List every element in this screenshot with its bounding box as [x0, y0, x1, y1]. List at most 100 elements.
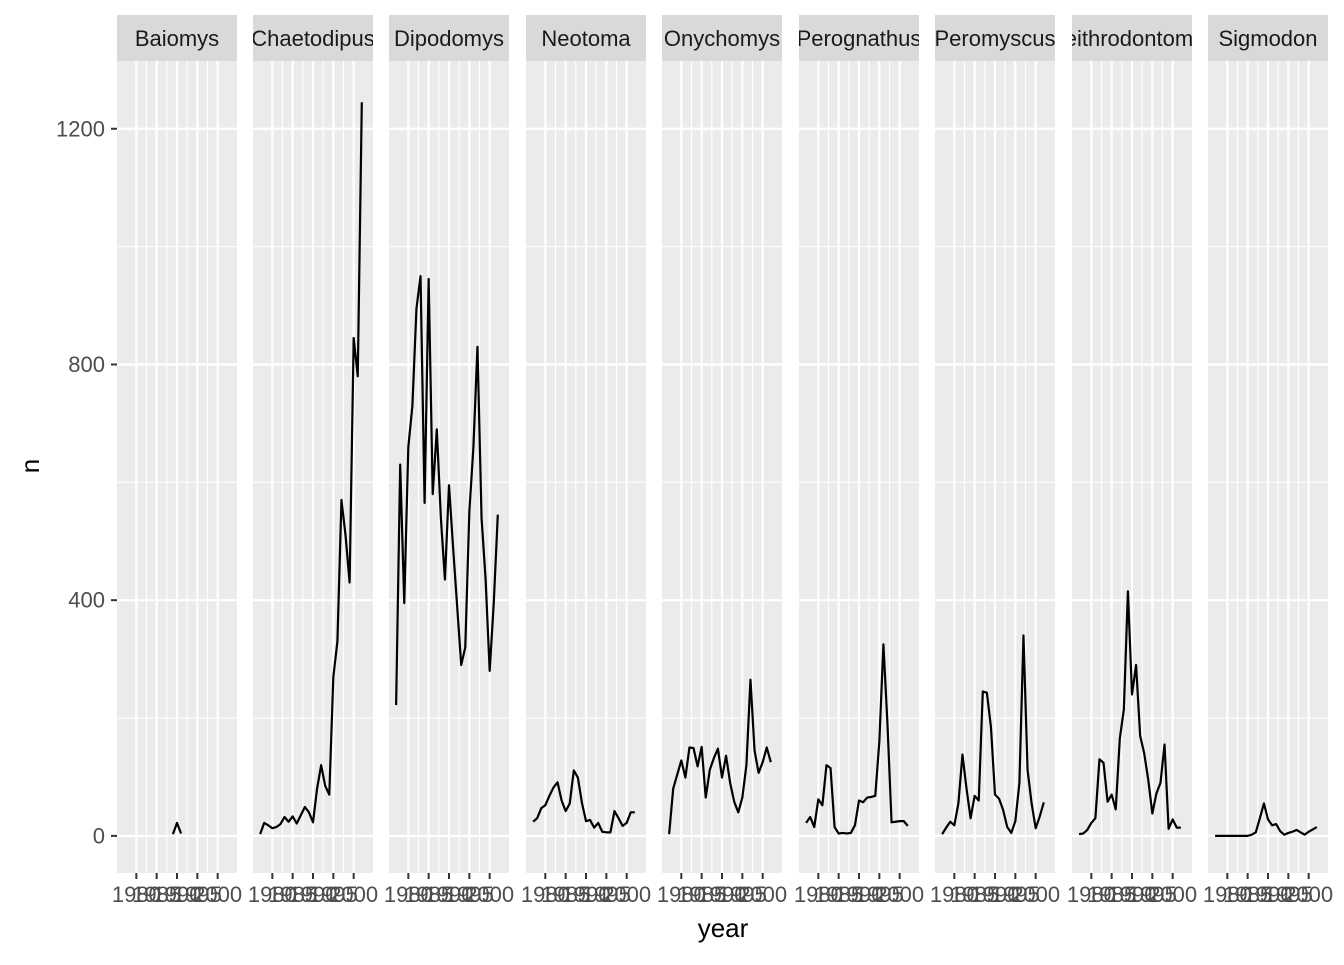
facet-strip-label: Baiomys — [135, 26, 219, 51]
panel-grid — [253, 61, 373, 873]
x-tick-label: 1990 — [971, 882, 1020, 907]
facet-strip-label: Peromyscus — [934, 26, 1055, 51]
facet-strip — [526, 15, 646, 61]
x-tick-label: 1990 — [153, 882, 202, 907]
series-line-sigmodon — [1215, 802, 1318, 837]
x-tick-label: 1985 — [677, 882, 726, 907]
x-tick-label: 1995 — [1128, 882, 1177, 907]
facet-strip-label: Neotoma — [541, 26, 631, 51]
panel-grid — [526, 61, 646, 873]
x-tick-label: 1990 — [1108, 882, 1157, 907]
x-tick-label: 1985 — [132, 882, 181, 907]
facet-strip-label: Dipodomys — [394, 26, 504, 51]
facet-strip — [253, 15, 373, 61]
facet-strip — [1072, 15, 1192, 61]
x-tick-label: 1985 — [814, 882, 863, 907]
series-line-chaetodipus — [259, 102, 363, 835]
series-line-onychomys — [668, 678, 772, 835]
panel-grid — [935, 61, 1055, 873]
facet-strip — [389, 15, 509, 61]
x-tick-label: 1995 — [582, 882, 631, 907]
x-tick-label: 1990 — [289, 882, 338, 907]
facet-strip — [935, 15, 1055, 61]
x-tick-label: 1980 — [384, 882, 433, 907]
facet-strip — [662, 15, 782, 61]
facet-strip-label: Chaetodipus — [251, 26, 375, 51]
panels-layer: Baiomys19801985199019952000Chaetodipus19… — [112, 15, 1333, 907]
x-tick-label: 1980 — [1067, 882, 1116, 907]
panel-grid — [1208, 61, 1328, 873]
x-tick-label: 1980 — [1203, 882, 1252, 907]
y-axis-title: n — [15, 459, 45, 473]
x-tick-label: 2000 — [193, 882, 242, 907]
x-tick-label: 1985 — [404, 882, 453, 907]
x-tick-label: 1985 — [268, 882, 317, 907]
x-tick-label: 1980 — [112, 882, 161, 907]
x-tick-label: 1995 — [1264, 882, 1313, 907]
facet-strip — [799, 15, 919, 61]
x-tick-label: 1995 — [718, 882, 767, 907]
facet-strip — [117, 15, 237, 61]
facet-strip-label: Perognathus — [797, 26, 922, 51]
x-tick-label: 2000 — [1284, 882, 1333, 907]
x-tick-label: 1990 — [835, 882, 884, 907]
series-line-reithrodontomys — [1078, 590, 1181, 836]
facet-strip — [1208, 15, 1328, 61]
series-line-peromyscus — [941, 634, 1045, 835]
x-tick-label: 1980 — [248, 882, 297, 907]
facet-strip-label: Sigmodon — [1218, 26, 1317, 51]
facet-strip-label: Reithrodontomys — [1049, 26, 1215, 51]
x-tick-label: 1980 — [930, 882, 979, 907]
x-tick-label: 2000 — [329, 882, 378, 907]
x-tick-label: 2000 — [1148, 882, 1197, 907]
x-tick-label: 1995 — [173, 882, 222, 907]
series-line-dipodomys — [395, 274, 499, 706]
y-tick-label: 1200 — [56, 116, 105, 141]
x-tick-label: 1995 — [855, 882, 904, 907]
x-tick-label: 1990 — [1244, 882, 1293, 907]
x-tick-label: 1995 — [991, 882, 1040, 907]
x-tick-label: 1985 — [950, 882, 999, 907]
panel-grid — [662, 61, 782, 873]
x-tick-label: 2000 — [738, 882, 787, 907]
x-tick-label: 1995 — [309, 882, 358, 907]
panel-grid — [1072, 61, 1192, 873]
x-tick-label: 1990 — [425, 882, 474, 907]
x-tick-label: 2000 — [875, 882, 924, 907]
y-axis: 0 400 800 1200 — [56, 116, 117, 848]
x-tick-label: 1985 — [541, 882, 590, 907]
x-tick-label: 1995 — [445, 882, 494, 907]
panel-grid — [117, 61, 237, 873]
x-tick-label: 2000 — [1011, 882, 1060, 907]
y-tick-label: 800 — [68, 352, 105, 377]
x-tick-label: 2000 — [602, 882, 651, 907]
x-tick-label: 1985 — [1223, 882, 1272, 907]
x-tick-label: 2000 — [465, 882, 514, 907]
x-tick-label: 1985 — [1087, 882, 1136, 907]
y-tick-label: 0 — [93, 823, 105, 848]
x-tick-label: 1990 — [698, 882, 747, 907]
x-tick-label: 1980 — [521, 882, 570, 907]
x-tick-label: 1980 — [794, 882, 843, 907]
facet-strip-label: Onychomys — [664, 26, 780, 51]
series-line-perognathus — [805, 643, 909, 835]
x-axis-title: year — [698, 913, 749, 943]
